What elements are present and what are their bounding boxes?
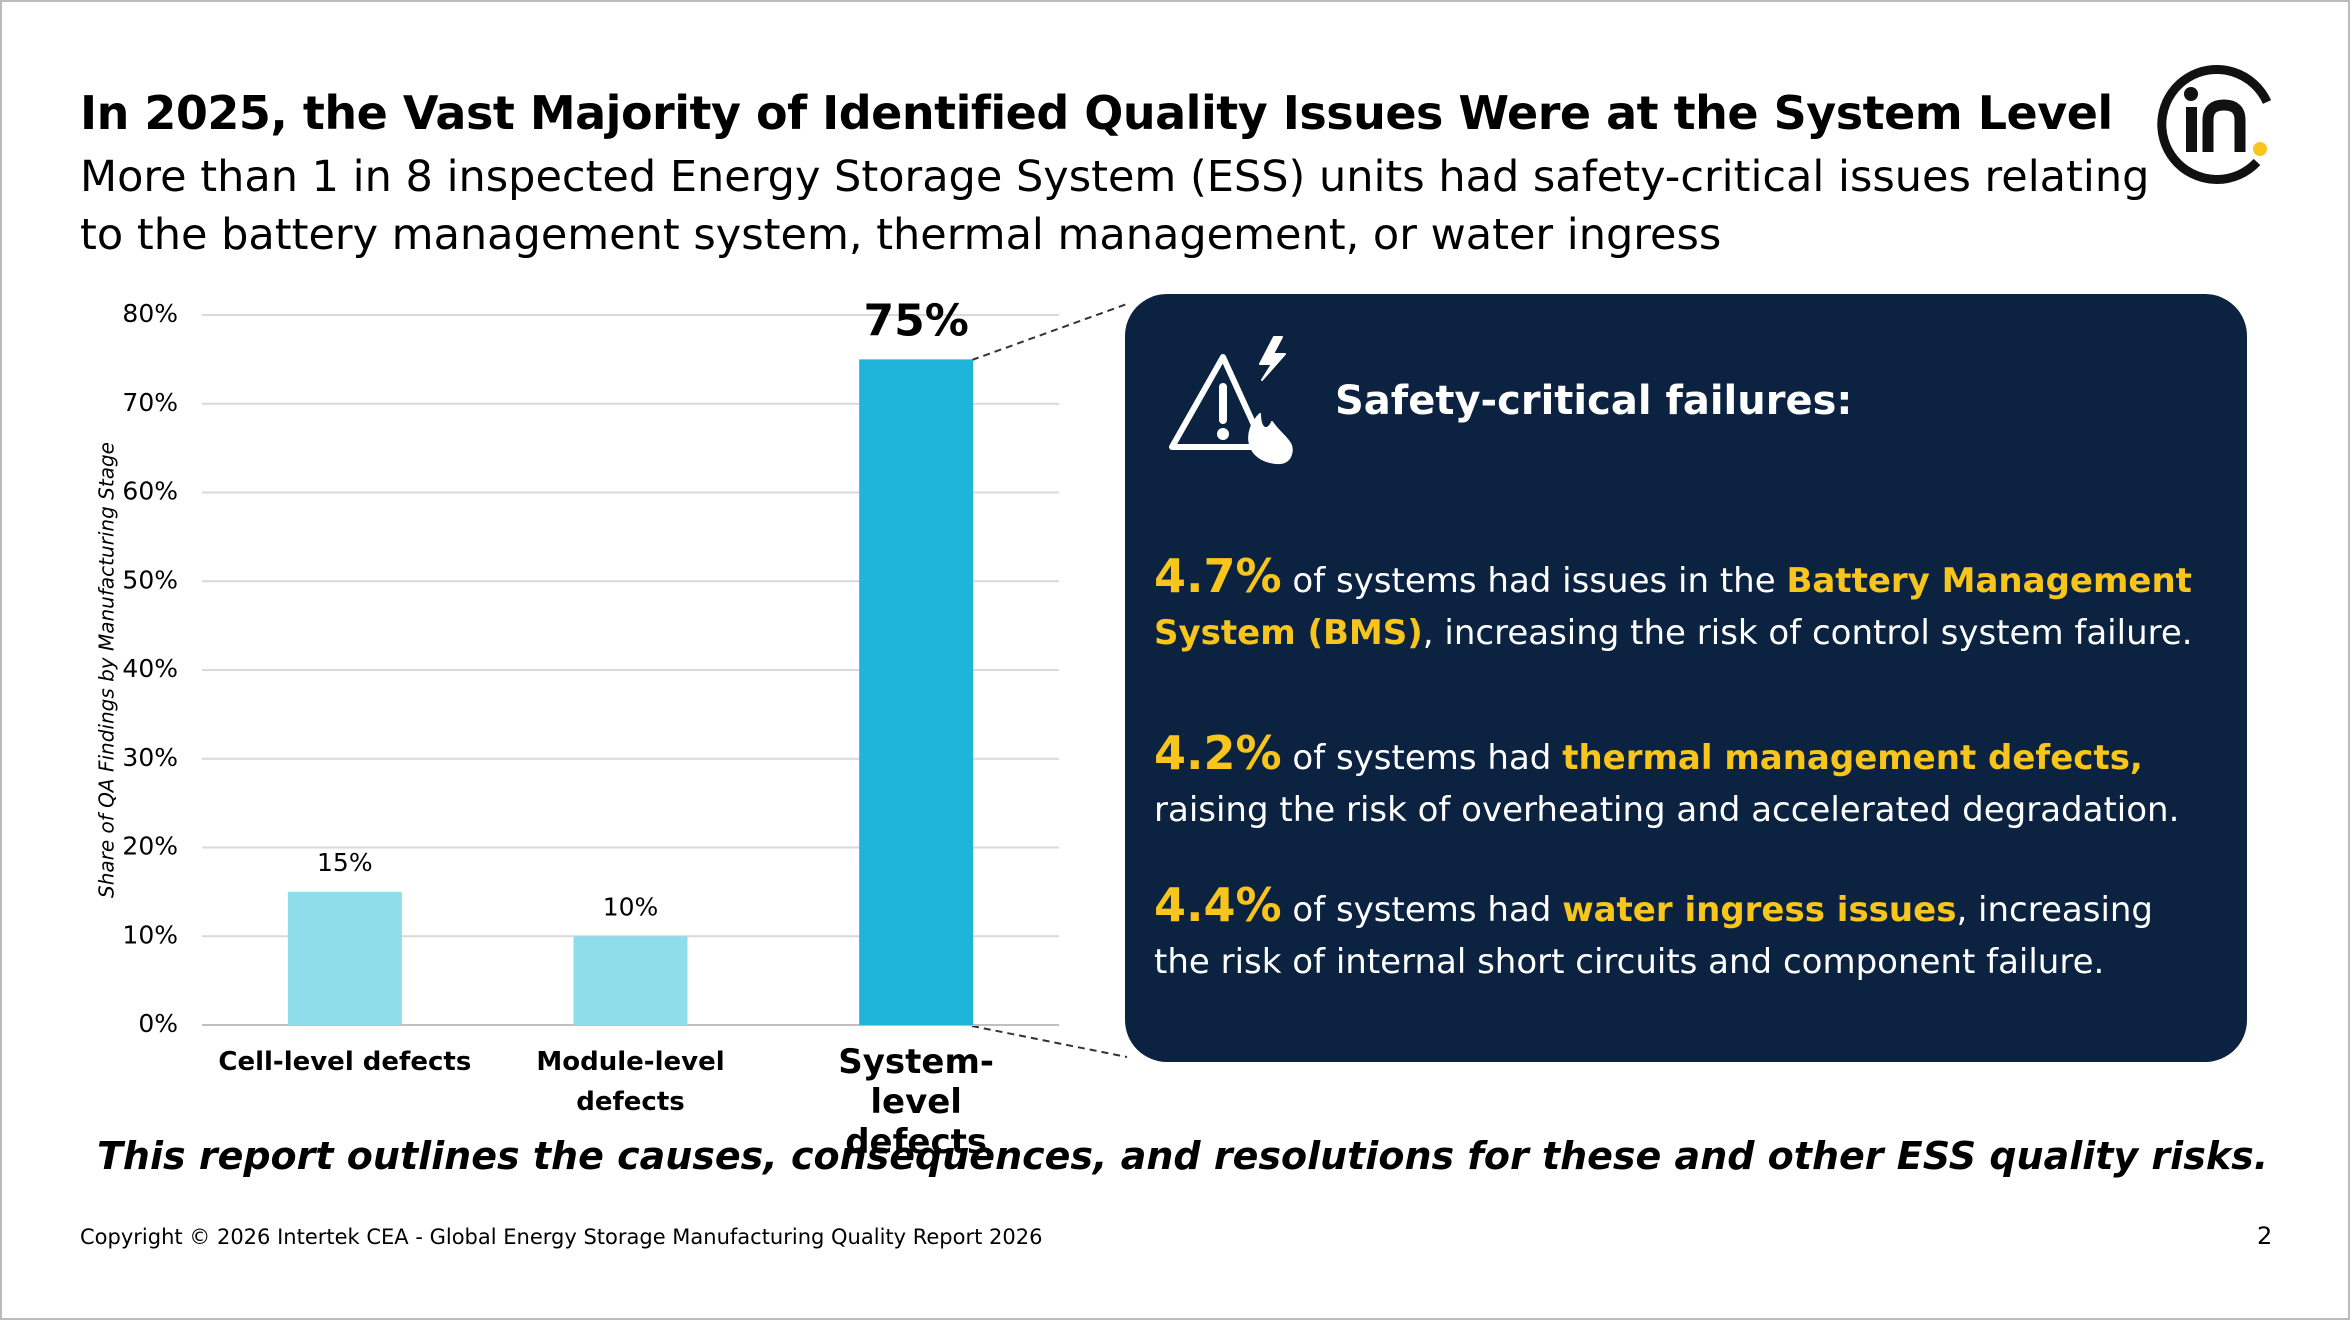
text: raising the risk of overheating and acce… bbox=[1154, 790, 2180, 830]
stat: 4.4% bbox=[1154, 878, 1282, 932]
note: This report outlines the causes, consequ… bbox=[97, 1134, 2269, 1178]
x-tick-label: Module-level defects bbox=[536, 1047, 725, 1117]
y-tick-label: 30% bbox=[122, 743, 178, 772]
y-tick-label: 80% bbox=[122, 299, 178, 328]
failure-item: 4.2% of systems had thermal management d… bbox=[1154, 727, 2214, 836]
value-label: 15% bbox=[317, 848, 373, 877]
value-label: 10% bbox=[603, 892, 659, 921]
copyright: Copyright © 2026 Intertek CEA - Global E… bbox=[80, 1225, 1043, 1249]
connector bbox=[971, 303, 1128, 361]
panel bbox=[1125, 294, 2247, 1062]
failure-item: 4.4% of systems had water ingress issues… bbox=[1154, 879, 2214, 988]
y-tick-label: 40% bbox=[122, 654, 178, 683]
highlight: Battery Management System (BMS) bbox=[1154, 561, 2192, 653]
y-tick-label: 70% bbox=[122, 388, 178, 417]
y-tick-label: 50% bbox=[122, 565, 178, 594]
bar bbox=[859, 359, 974, 1025]
text: of systems had bbox=[1281, 738, 1563, 778]
panel-title: Safety-critical failures: bbox=[1335, 378, 1853, 424]
text: , increasing the risk of control system … bbox=[1422, 613, 2193, 653]
stat: 4.2% bbox=[1154, 726, 1282, 780]
failure-item: 4.7% of systems had issues in the Batter… bbox=[1154, 550, 2214, 659]
highlight: thermal management defects, bbox=[1562, 738, 2143, 778]
y-tick-label: 60% bbox=[122, 477, 178, 506]
stat: 4.7% bbox=[1154, 549, 1282, 603]
page-number: 2 bbox=[2257, 1222, 2273, 1250]
title: In 2025, the Vast Majority of Identified… bbox=[80, 86, 2113, 140]
connector bbox=[971, 1025, 1128, 1058]
y-axis-title: Share of QA Findings by Manufacturing St… bbox=[95, 442, 119, 898]
subtitle: More than 1 in 8 inspected Energy Storag… bbox=[80, 152, 2150, 260]
value-label: 75% bbox=[864, 295, 969, 346]
text: , increasing the risk of internal short … bbox=[1154, 890, 2154, 982]
text: of systems had bbox=[1281, 890, 1563, 930]
x-tick-label: System-level defects bbox=[838, 1042, 995, 1162]
bar bbox=[287, 891, 402, 1025]
text: of systems had issues in the bbox=[1281, 561, 1787, 601]
logo bbox=[2157, 65, 2272, 184]
y-tick-label: 0% bbox=[138, 1009, 178, 1038]
highlight: water ingress issues bbox=[1562, 890, 1957, 930]
y-tick-label: 20% bbox=[122, 832, 178, 861]
x-tick-label: Cell-level defects bbox=[218, 1047, 472, 1077]
y-tick-label: 10% bbox=[122, 920, 178, 949]
warning-icon bbox=[1169, 336, 1293, 465]
bar bbox=[573, 936, 688, 1025]
